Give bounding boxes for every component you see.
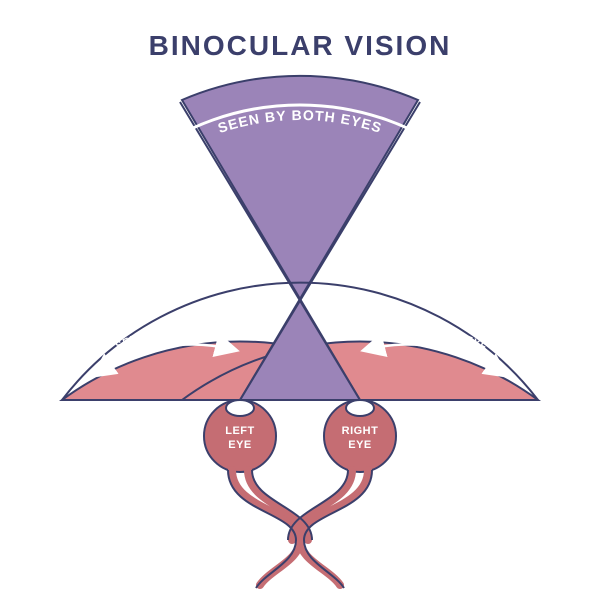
diagram-container: BINOCULAR VISION — [0, 0, 600, 600]
right-eye-label-1: RIGHT — [342, 425, 379, 437]
right-eye-label-2: EYE — [348, 439, 372, 451]
right-eye: RIGHT EYE — [324, 400, 396, 472]
right-eye-lens — [346, 400, 374, 416]
left-eye-lens — [226, 400, 254, 416]
left-eye-label-1: LEFT — [225, 425, 255, 437]
left-eye: LEFT EYE — [204, 400, 276, 472]
vision-diagram: SEEN BY BOTH EYES SEEN BY LEFT EYE SEEN … — [0, 0, 600, 600]
left-eye-label-2: EYE — [228, 439, 252, 451]
optic-nerves — [232, 470, 368, 585]
